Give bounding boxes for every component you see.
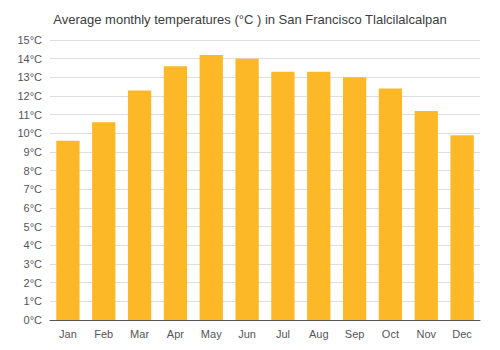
svg-text:6°C: 6°C xyxy=(24,202,43,214)
svg-text:7°C: 7°C xyxy=(24,183,43,195)
svg-text:8°C: 8°C xyxy=(24,165,43,177)
svg-text:Jul: Jul xyxy=(276,328,290,340)
svg-text:Mar: Mar xyxy=(130,328,149,340)
svg-text:15°C: 15°C xyxy=(17,34,42,46)
svg-text:4°C: 4°C xyxy=(24,239,43,251)
svg-text:Sep: Sep xyxy=(345,328,365,340)
svg-text:2°C: 2°C xyxy=(24,277,43,289)
svg-text:Jun: Jun xyxy=(238,328,256,340)
svg-text:Aug: Aug xyxy=(309,328,329,340)
svg-text:10°C: 10°C xyxy=(17,127,42,139)
svg-text:14°C: 14°C xyxy=(17,53,42,65)
svg-text:3°C: 3°C xyxy=(24,258,43,270)
svg-text:Apr: Apr xyxy=(167,328,184,340)
svg-text:Jan: Jan xyxy=(59,328,77,340)
svg-text:13°C: 13°C xyxy=(17,71,42,83)
svg-text:5°C: 5°C xyxy=(24,221,43,233)
svg-text:May: May xyxy=(201,328,222,340)
svg-text:Nov: Nov xyxy=(416,328,436,340)
svg-text:12°C: 12°C xyxy=(17,90,42,102)
svg-text:1°C: 1°C xyxy=(24,295,43,307)
svg-text:Average monthly temperatures (: Average monthly temperatures (°C ) in Sa… xyxy=(53,12,446,27)
svg-text:11°C: 11°C xyxy=(18,109,42,121)
svg-text:Oct: Oct xyxy=(382,328,399,340)
svg-text:0°C: 0°C xyxy=(24,314,43,326)
svg-text:Feb: Feb xyxy=(94,328,113,340)
svg-text:9°C: 9°C xyxy=(24,146,43,158)
svg-text:Dec: Dec xyxy=(452,328,472,340)
